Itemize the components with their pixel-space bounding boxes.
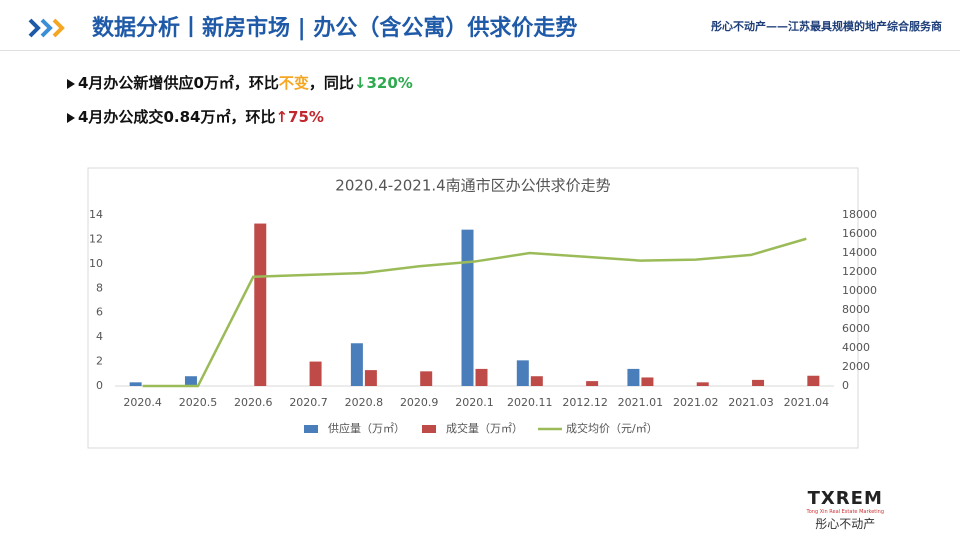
bar — [807, 375, 820, 386]
logo-name: 彤心不动产 — [815, 517, 876, 531]
bullet: 4月办公成交0.84万㎡，环比↑75% — [66, 106, 324, 127]
bar — [420, 371, 433, 386]
legend-swatch — [304, 425, 318, 433]
x-tick-label: 2021.02 — [673, 396, 719, 409]
bar — [752, 379, 765, 386]
bar — [516, 360, 529, 386]
bullet-text: 4月办公成交0.84万㎡，环比 — [78, 108, 276, 126]
bar — [530, 376, 543, 386]
price-line — [142, 237, 807, 388]
y2-tick-label: 16000 — [842, 227, 877, 240]
bar — [364, 370, 377, 386]
bullet-marker — [67, 112, 75, 123]
y-tick-label: 6 — [96, 306, 103, 319]
bullet-text: 不变 — [278, 74, 309, 92]
bar — [475, 368, 488, 386]
x-tick-label: 2021.03 — [728, 396, 774, 409]
x-tick-label: 2012.12 — [562, 396, 608, 409]
bar — [461, 229, 474, 386]
bar — [641, 377, 654, 386]
x-tick-label: 2020.8 — [345, 396, 384, 409]
y2-tick-label: 14000 — [842, 246, 877, 259]
bar — [254, 223, 267, 386]
x-tick-label: 2020.5 — [179, 396, 218, 409]
bar — [627, 368, 640, 386]
bar — [129, 382, 142, 386]
x-tick-label: 2020.11 — [507, 396, 553, 409]
y2-tick-label: 6000 — [842, 322, 870, 335]
y-tick-label: 8 — [96, 281, 103, 294]
bar — [309, 361, 322, 386]
logo-subtitle: Tong Xin Real Estate Marketing — [806, 509, 884, 515]
legend-label: 成交均价（元/㎡） — [566, 421, 658, 435]
tagline: 彤心不动产——江苏最具规模的地产综合服务商 — [711, 20, 942, 33]
y2-tick-label: 0 — [842, 379, 849, 392]
y-tick-label: 14 — [89, 208, 103, 221]
x-tick-label: 2020.7 — [289, 396, 328, 409]
y-tick-label: 0 — [96, 379, 103, 392]
bullet-text: 4月办公新增供应0万㎡，环比 — [78, 74, 279, 92]
x-tick-label: 2020.9 — [400, 396, 439, 409]
chart-title: 2020.4-2021.4南通市区办公供求价走势 — [335, 177, 610, 195]
bullet-marker — [67, 78, 75, 89]
x-tick-label: 2021.01 — [618, 396, 664, 409]
bar — [696, 382, 709, 386]
y2-tick-label: 8000 — [842, 303, 870, 316]
bar — [586, 381, 599, 386]
y2-tick-label: 12000 — [842, 265, 877, 278]
legend-label: 成交量（万㎡） — [446, 421, 523, 435]
bullet-text: ↑75% — [275, 108, 324, 126]
y-tick-label: 12 — [89, 232, 103, 245]
x-tick-label: 2020.6 — [234, 396, 273, 409]
y2-tick-label: 2000 — [842, 360, 870, 373]
y-tick-label: 4 — [96, 330, 103, 343]
bullet-text: ↓320% — [353, 74, 413, 92]
bullet-text: ，同比 — [308, 74, 354, 92]
bar — [350, 343, 363, 386]
y2-tick-label: 18000 — [842, 208, 877, 221]
logo-mark: TXREM — [807, 488, 883, 509]
legend-swatch — [422, 425, 436, 433]
x-tick-label: 2020.1 — [455, 396, 494, 409]
y2-tick-label: 10000 — [842, 284, 877, 297]
x-tick-label: 2020.4 — [123, 396, 162, 409]
legend-label: 供应量（万㎡） — [328, 421, 405, 435]
y2-tick-label: 4000 — [842, 341, 870, 354]
header-icon — [28, 18, 65, 38]
divider — [0, 50, 960, 51]
bar — [184, 376, 197, 386]
x-tick-label: 2021.04 — [784, 396, 830, 409]
y-tick-label: 10 — [89, 257, 103, 270]
page-title: 数据分析丨新房市场 | 办公（含公寓）供求价走势 — [92, 16, 578, 41]
bullet: 4月办公新增供应0万㎡，环比不变，同比↓320% — [66, 72, 413, 93]
y-tick-label: 2 — [96, 355, 103, 368]
logo: TXREM Tong Xin Real Estate Marketing 彤心不… — [807, 488, 884, 532]
